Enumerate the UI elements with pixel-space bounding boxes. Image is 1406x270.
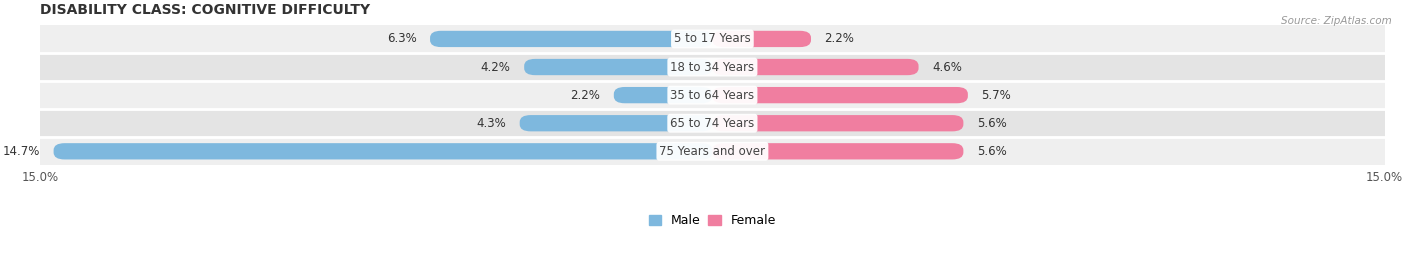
FancyBboxPatch shape xyxy=(614,87,713,103)
Bar xyxy=(41,53,1385,81)
Text: 18 to 34 Years: 18 to 34 Years xyxy=(671,60,755,73)
FancyBboxPatch shape xyxy=(713,31,811,47)
Text: 5 to 17 Years: 5 to 17 Years xyxy=(673,32,751,45)
Text: 5.7%: 5.7% xyxy=(981,89,1011,102)
Bar xyxy=(41,81,1385,109)
Text: 2.2%: 2.2% xyxy=(571,89,600,102)
FancyBboxPatch shape xyxy=(713,59,918,75)
FancyBboxPatch shape xyxy=(713,87,967,103)
Bar xyxy=(41,25,1385,53)
Text: 65 to 74 Years: 65 to 74 Years xyxy=(671,117,755,130)
Text: Source: ZipAtlas.com: Source: ZipAtlas.com xyxy=(1281,16,1392,26)
Text: 35 to 64 Years: 35 to 64 Years xyxy=(671,89,755,102)
FancyBboxPatch shape xyxy=(713,143,963,160)
Text: 14.7%: 14.7% xyxy=(3,145,41,158)
Text: 5.6%: 5.6% xyxy=(977,117,1007,130)
Text: 2.2%: 2.2% xyxy=(824,32,855,45)
Legend: Male, Female: Male, Female xyxy=(644,209,782,232)
FancyBboxPatch shape xyxy=(524,59,713,75)
FancyBboxPatch shape xyxy=(53,143,713,160)
Text: 4.3%: 4.3% xyxy=(477,117,506,130)
Text: 6.3%: 6.3% xyxy=(387,32,416,45)
Text: 4.6%: 4.6% xyxy=(932,60,962,73)
Bar xyxy=(41,137,1385,165)
Text: DISABILITY CLASS: COGNITIVE DIFFICULTY: DISABILITY CLASS: COGNITIVE DIFFICULTY xyxy=(41,3,370,17)
Text: 5.6%: 5.6% xyxy=(977,145,1007,158)
FancyBboxPatch shape xyxy=(520,115,713,131)
Text: 75 Years and over: 75 Years and over xyxy=(659,145,765,158)
FancyBboxPatch shape xyxy=(713,115,963,131)
FancyBboxPatch shape xyxy=(430,31,713,47)
Bar xyxy=(41,109,1385,137)
Text: 4.2%: 4.2% xyxy=(481,60,510,73)
